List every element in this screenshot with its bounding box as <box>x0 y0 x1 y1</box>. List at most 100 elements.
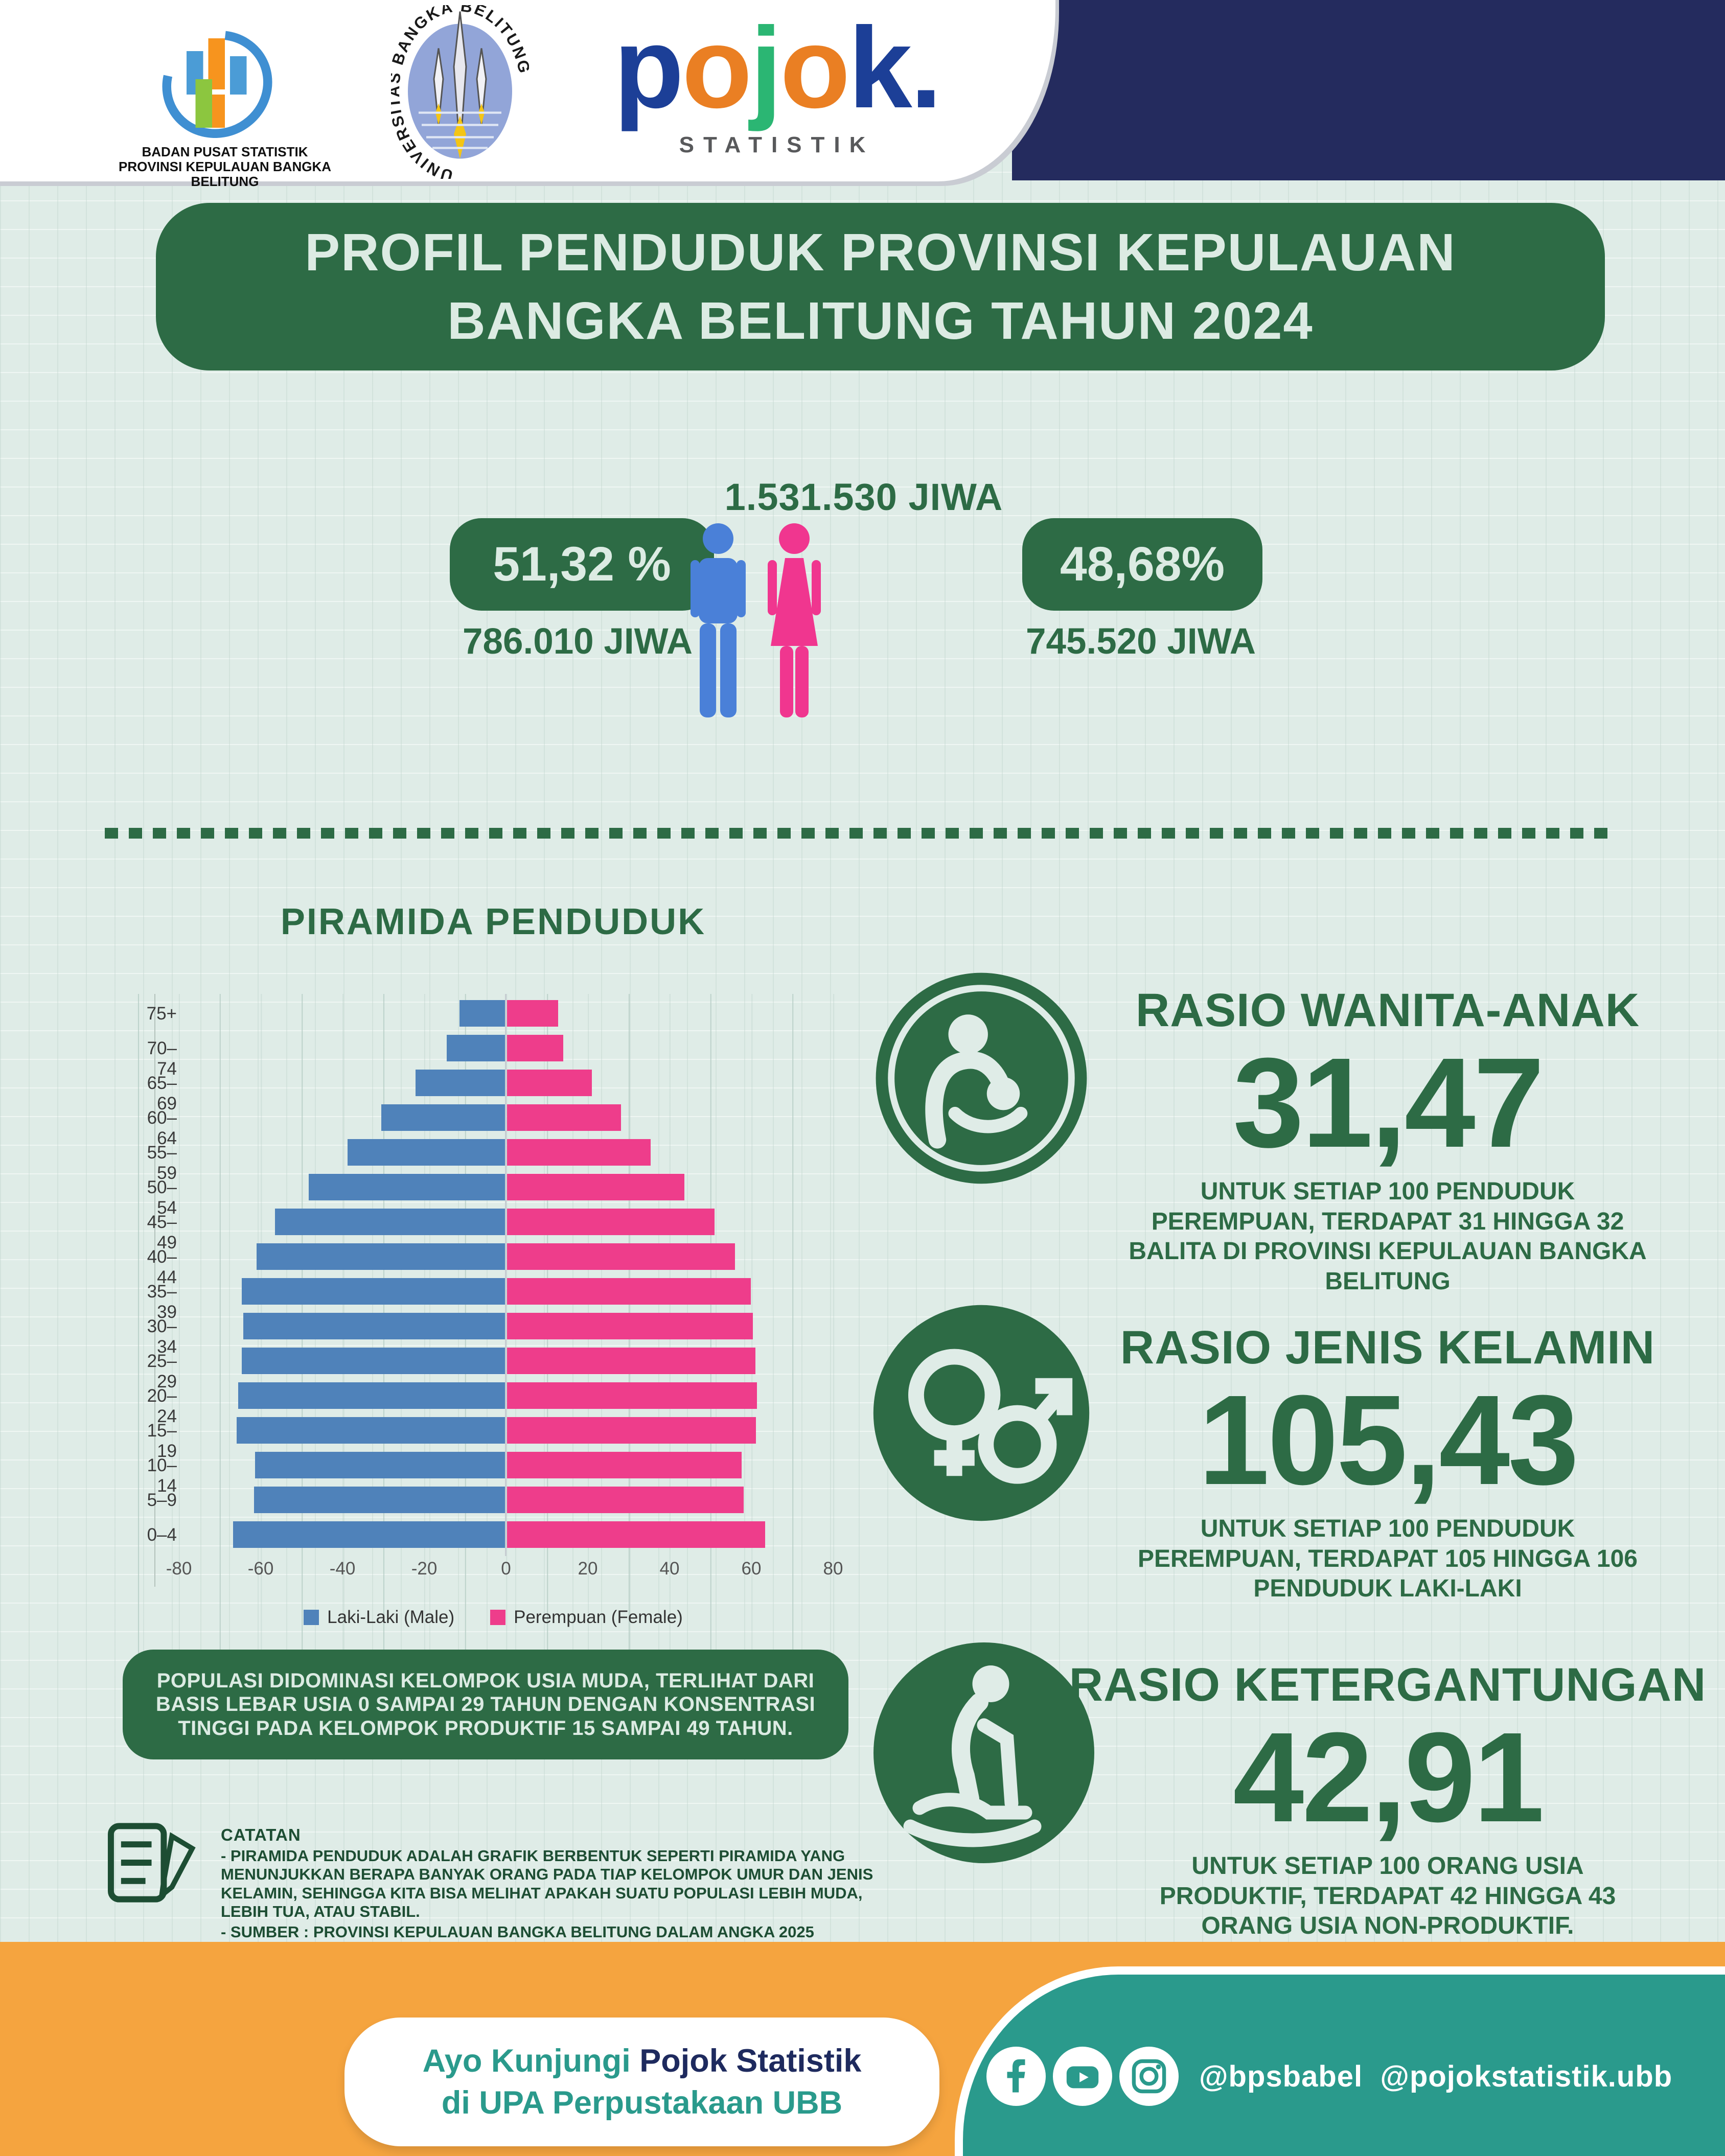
pyramid-row: 15–19 <box>128 1413 859 1461</box>
page-title-line1: PROFIL PENDUDUK PROVINSI KEPULAUAN <box>305 223 1456 282</box>
ratio-jenis-kelamin-section: RASIO JENIS KELAMIN 105,43 UNTUK SETIAP … <box>1063 1321 1712 1604</box>
age-group-label: 25–29 <box>147 1351 177 1392</box>
social-media-row: @bpsbabel @pojokstatistik.ubb <box>986 2047 1672 2106</box>
age-group-label: 30–34 <box>147 1316 177 1357</box>
pyramid-row: 60–64 <box>128 1100 859 1148</box>
bar-male-10–14 <box>255 1452 505 1478</box>
legend-item-female: Perempuan (Female) <box>490 1607 683 1628</box>
ratio-jenis-kelamin-title: RASIO JENIS KELAMIN <box>1120 1322 1655 1374</box>
mother-child-icon <box>876 972 1087 1184</box>
footer-visit-line1-prefix: Ayo Kunjungi <box>422 2043 640 2079</box>
pojok-letter: o <box>682 3 752 132</box>
male-figure-icon <box>691 523 746 717</box>
ratio-jenis-kelamin-desc: UNTUK SETIAP 100 PENDUDUK PEREMPUAN, TER… <box>1138 1515 1638 1603</box>
bar-male-5–9 <box>254 1487 505 1513</box>
bar-female-20–24 <box>507 1382 757 1409</box>
age-group-label: 50–54 <box>147 1177 177 1218</box>
pyramid-row: 30–34 <box>128 1309 859 1357</box>
title-banner: PROFIL PENDUDUK PROVINSI KEPULAUAN BANGK… <box>156 203 1605 370</box>
pojok-letter: . <box>910 3 942 132</box>
total-population: 1.531.530 JIWA <box>724 476 1003 518</box>
ratio-ketergantungan-desc: UNTUK SETIAP 100 ORANG USIA PRODUKTIF, T… <box>1159 1852 1616 1940</box>
pyramid-plot-rows: 75+ 70–74 65–69 60–64 55–59 50–54 45–49 40–44 35… <box>128 996 859 1552</box>
youtube-icon <box>1053 2047 1112 2106</box>
bar-male-50–54 <box>309 1174 505 1200</box>
pyramid-row: 65–69 <box>128 1065 859 1114</box>
pyramid-row: 45–49 <box>128 1204 859 1253</box>
pyramid-heading: PIRAMIDA PENDUDUK <box>280 901 706 942</box>
x-tick-label: -60 <box>247 1559 274 1579</box>
bar-male-40–44 <box>256 1243 505 1270</box>
female-count: 745.520 JIWA <box>1026 621 1256 662</box>
bar-female-65–69 <box>507 1070 592 1096</box>
pojok-letter: j <box>750 3 782 132</box>
bar-male-65–69 <box>415 1070 505 1096</box>
ratio-ketergantungan-section: RASIO KETERGANTUNGAN 42,91 UNTUK SETIAP … <box>1063 1658 1712 1941</box>
age-group-label: 20–24 <box>147 1386 177 1426</box>
catatan-item-1: - PIRAMIDA PENDUDUK ADALAH GRAFIK BERBEN… <box>221 1847 873 1920</box>
pyramid-caption: POPULASI DIDOMINASI KELOMPOK USIA MUDA, … <box>123 1650 848 1760</box>
y-axis-line <box>154 994 155 1587</box>
bar-female-75+ <box>507 1000 558 1027</box>
age-group-label: 60–64 <box>147 1108 177 1148</box>
x-tick-label: -40 <box>329 1559 356 1579</box>
bar-female-10–14 <box>507 1452 742 1478</box>
age-group-label: 55–59 <box>147 1143 177 1183</box>
bar-male-75+ <box>459 1000 505 1027</box>
footer-visit-line1-brand: Pojok Statistik <box>639 2043 862 2079</box>
bps-name-line2: PROVINSI KEPULAUAN BANGKA BELITUNG <box>118 159 332 189</box>
pyramid-row: 75+ <box>128 996 859 1031</box>
bar-female-70–74 <box>507 1035 564 1061</box>
chart-legend: Laki-Laki (Male) Perempuan (Female) <box>128 1607 859 1628</box>
header-navy-corner <box>1012 0 1725 180</box>
bar-male-20–24 <box>238 1382 505 1409</box>
legend-label-male: Laki-Laki (Male) <box>327 1607 455 1627</box>
pojok-letter: p <box>613 3 684 132</box>
footer-visit-card: Ayo Kunjungi Pojok Statistik di UPA Perp… <box>344 2018 939 2146</box>
x-tick-label: 0 <box>501 1559 511 1579</box>
age-group-label: 75+ <box>146 1004 177 1024</box>
pyramid-row: 5–9 <box>128 1482 859 1517</box>
page-title-line2: BANGKA BELITUNG TAHUN 2024 <box>447 291 1314 350</box>
bar-female-45–49 <box>507 1209 715 1235</box>
footer-visit-line1: Ayo Kunjungi Pojok Statistik <box>423 2043 862 2079</box>
population-pyramid-chart: 75+ 70–74 65–69 60–64 55–59 50–54 45–49 40–44 35… <box>128 994 859 1658</box>
legend-label-female: Perempuan (Female) <box>514 1607 683 1627</box>
instagram-icon <box>1119 2047 1179 2106</box>
x-axis-ticks: -80 -60 -40 -20 0 20 40 60 80 <box>128 1559 859 1579</box>
bar-male-30–34 <box>243 1313 505 1339</box>
catatan-heading: CATATAN <box>221 1825 301 1844</box>
x-tick-label: 20 <box>578 1559 598 1579</box>
age-group-label: 65–69 <box>147 1073 177 1114</box>
pyramid-row: 10–14 <box>128 1448 859 1496</box>
bar-male-60–64 <box>381 1104 505 1131</box>
pojok-logo: pojok. STATISTIK <box>613 10 942 158</box>
female-percentage-badge: 48,68% <box>1022 518 1262 611</box>
x-tick-label: 60 <box>741 1559 762 1579</box>
ubb-logo-icon: UNIVERSITAS BANGKA BELITUNG <box>391 5 529 179</box>
bps-logo-icon <box>162 30 272 138</box>
ratio-jenis-kelamin-value: 105,43 <box>1198 1369 1579 1511</box>
catatan-block: CATATAN - PIRAMIDA PENDUDUK ADALAH GRAFI… <box>221 1825 880 1941</box>
bar-female-35–39 <box>507 1278 751 1305</box>
bar-female-0–4 <box>507 1521 765 1548</box>
x-tick-label: -80 <box>166 1559 192 1579</box>
legend-swatch-male-icon <box>304 1610 319 1625</box>
pyramid-row: 50–54 <box>128 1170 859 1218</box>
pyramid-row: 25–29 <box>128 1343 859 1392</box>
age-group-label: 15–19 <box>147 1421 177 1461</box>
legend-swatch-female-icon <box>490 1610 506 1625</box>
age-group-label: 70–74 <box>147 1038 177 1079</box>
legend-item-male: Laki-Laki (Male) <box>304 1607 454 1628</box>
male-percentage-badge: 51,32 % <box>450 518 714 611</box>
elderly-care-icon <box>873 1642 1094 1863</box>
ratio-wanita-anak-desc: UNTUK SETIAP 100 PENDUDUK PEREMPUAN, TER… <box>1129 1178 1647 1295</box>
pojok-wordmark: pojok. <box>613 10 942 125</box>
age-group-label: 10–14 <box>147 1455 177 1496</box>
social-handles: @bpsbabel @pojokstatistik.ubb <box>1199 2059 1673 2093</box>
age-group-label: 40–44 <box>147 1247 177 1287</box>
male-count: 786.010 JIWA <box>463 621 693 662</box>
ratio-wanita-anak-section: RASIO WANITA-ANAK 31,47 UNTUK SETIAP 100… <box>1063 984 1712 1296</box>
age-group-label: 0–4 <box>147 1525 177 1545</box>
